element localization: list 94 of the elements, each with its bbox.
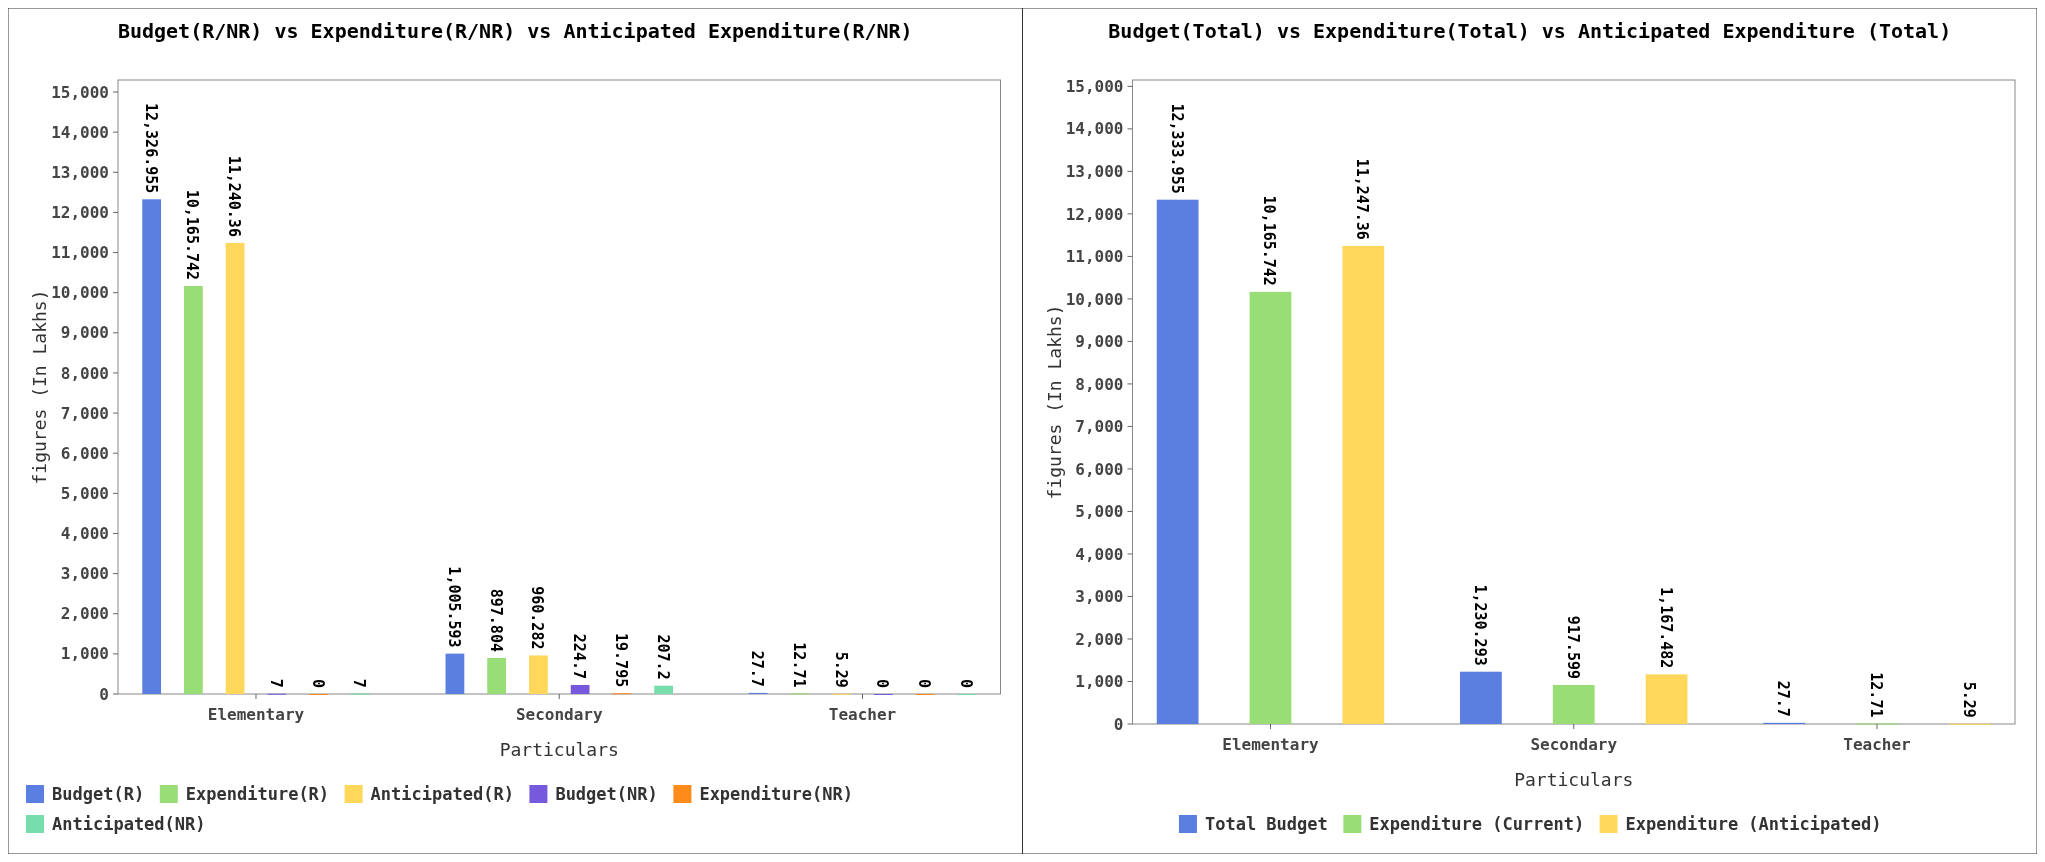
x-tick-label: Elementary [207, 705, 305, 724]
data-label: 960.282 [528, 586, 547, 650]
data-label: 0 [308, 678, 327, 688]
y-tick-label: 10,000 [1065, 289, 1124, 309]
y-tick-label: 2,000 [60, 604, 109, 624]
x-tick-label: Teacher [828, 705, 897, 724]
y-tick-label: 1,000 [60, 644, 109, 664]
bar [1460, 671, 1502, 724]
y-tick-label: 6,000 [60, 443, 109, 463]
data-label: 207.2 [653, 634, 672, 680]
y-tick-label: 9,000 [1075, 332, 1124, 352]
data-label: 0 [956, 678, 975, 688]
data-label: 10,165.742 [1260, 195, 1279, 286]
y-tick-label: 0 [1113, 714, 1124, 734]
data-label: 7 [266, 678, 285, 688]
y-tick-label: 5,000 [60, 483, 109, 503]
bar [487, 657, 507, 694]
data-label: 12.71 [789, 642, 808, 688]
y-tick-label: 8,000 [60, 363, 109, 383]
x-tick-label: Teacher [1843, 735, 1911, 754]
y-tick-label: 12,000 [51, 203, 109, 223]
y-tick-label: 13,000 [51, 162, 109, 182]
data-label: 11,247.36 [1353, 158, 1372, 240]
bar [570, 684, 590, 694]
y-tick-label: 4,000 [1075, 544, 1124, 564]
legend-label: Expenditure(R) [185, 783, 330, 804]
y-tick-label: 2,000 [1075, 629, 1124, 649]
legend-label: Expenditure (Anticipated) [1625, 813, 1882, 834]
legend-label: Budget(R) [52, 783, 145, 804]
y-tick-label: 3,000 [1075, 587, 1124, 607]
y-tick-label: 8,000 [1075, 374, 1124, 394]
y-tick-label: 3,000 [60, 564, 109, 584]
y-tick-label: 13,000 [1065, 161, 1124, 181]
y-tick-label: 9,000 [60, 323, 109, 343]
bar [1249, 291, 1292, 724]
y-axis-title: figures (In Lakhs) [1043, 304, 1065, 500]
y-tick-label: 15,000 [51, 82, 109, 102]
legend-label: Budget(NR) [555, 783, 658, 804]
data-label: 1,167.482 [1656, 587, 1675, 669]
x-axis-title: Particulars [1514, 769, 1634, 790]
y-tick-label: 12,000 [1065, 204, 1124, 224]
data-label: 11,240.36 [225, 155, 244, 237]
y-tick-label: 10,000 [51, 283, 109, 303]
legend-label: Expenditure (Current) [1369, 813, 1585, 834]
x-axis-title: Particulars [499, 739, 619, 760]
data-label: 224.7 [570, 633, 589, 679]
y-tick-label: 5,000 [1075, 502, 1124, 522]
y-tick-label: 15,000 [1065, 76, 1124, 96]
bar [225, 242, 245, 694]
bar [184, 286, 203, 694]
y-tick-label: 1,000 [1075, 672, 1124, 692]
x-tick-label: Secondary [1530, 735, 1618, 754]
y-tick-label: 4,000 [60, 524, 109, 544]
data-label: 27.7 [1774, 680, 1793, 717]
bar [1342, 245, 1385, 724]
chart-title: Budget(R/NR) vs Expenditure(R/NR) vs Anticipated Expenditure(R/NR) [117, 19, 913, 43]
data-label: 19.795 [611, 633, 630, 688]
x-tick-label: Elementary [1222, 735, 1320, 754]
data-label: 5.29 [831, 651, 850, 688]
chart-title: Budget(Total) vs Expenditure(Total) vs Anticipated Expenditure (Total) [1108, 19, 1952, 43]
data-label: 917.599 [1563, 615, 1582, 679]
y-axis-title: figures (In Lakhs) [29, 289, 50, 485]
data-label: 5.29 [1959, 681, 1978, 718]
data-label: 7 [350, 678, 369, 688]
bar [142, 199, 162, 694]
y-tick-label: 7,000 [1075, 417, 1124, 437]
data-label: 1,005.593 [444, 566, 463, 648]
legend-label: Total Budget [1204, 813, 1328, 834]
legend-label: Anticipated(NR) [52, 813, 206, 834]
bar [654, 685, 673, 694]
data-label: 0 [915, 678, 934, 688]
data-label: 0 [873, 678, 892, 688]
data-label: 12,333.955 [1167, 103, 1186, 194]
y-tick-label: 14,000 [1065, 119, 1124, 139]
y-tick-label: 14,000 [51, 122, 109, 142]
data-label: 12.71 [1867, 672, 1886, 718]
legend-label: Anticipated(R) [370, 783, 514, 804]
data-label: 1,230.293 [1470, 584, 1489, 666]
data-label: 27.7 [748, 650, 767, 687]
bar [1156, 199, 1199, 724]
y-tick-label: 11,000 [1065, 247, 1124, 267]
data-label: 10,165.742 [183, 189, 202, 281]
data-label: 897.804 [486, 588, 505, 652]
bar [445, 653, 465, 694]
y-tick-label: 11,000 [51, 243, 109, 263]
y-tick-label: 7,000 [60, 403, 109, 423]
y-tick-label: 0 [99, 684, 109, 704]
x-tick-label: Secondary [515, 705, 603, 724]
legend-label: Expenditure(NR) [699, 783, 853, 804]
bar [1552, 684, 1595, 724]
data-label: 12,326.955 [141, 103, 160, 194]
y-tick-label: 6,000 [1075, 459, 1124, 479]
bar [1645, 674, 1688, 724]
bar [528, 655, 548, 694]
